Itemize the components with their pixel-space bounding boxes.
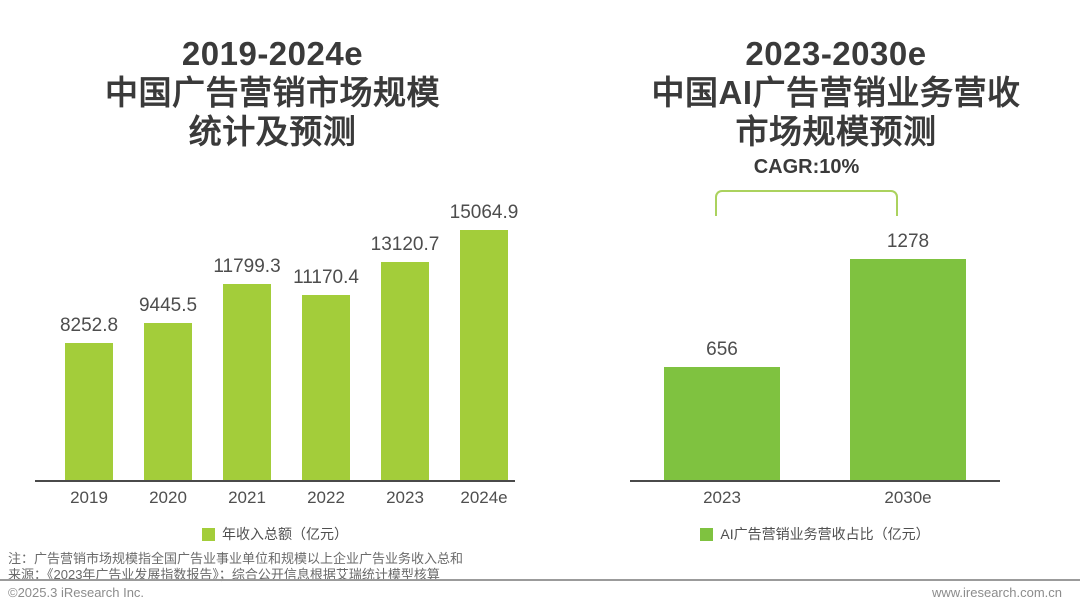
copyright-text: ©2025.3 iResearch Inc. <box>8 585 145 600</box>
bar-rect <box>223 284 271 480</box>
footer-divider <box>0 579 1080 581</box>
x-axis-left <box>35 480 515 482</box>
bar-group-2019: 8252.8 <box>60 199 118 480</box>
bar-rect <box>302 295 350 480</box>
legend-swatch-icon <box>700 527 714 541</box>
bar-value-label: 8252.8 <box>59 315 119 336</box>
legend-left: 年收入总额（亿元） <box>35 524 515 544</box>
bar-rect <box>850 259 966 480</box>
bar-rect <box>381 262 429 480</box>
bar-value-label: 9445.5 <box>138 295 198 316</box>
legend-label: 年收入总额（亿元） <box>222 526 348 542</box>
bar-value-label: 15064.9 <box>449 202 519 223</box>
cagr-bracket-icon <box>715 190 898 216</box>
bar-plot-right: 656 1278 <box>630 199 1000 480</box>
bar-group-2021: 11799.3 <box>213 199 281 480</box>
bar-group-2023: 656 <box>664 199 780 480</box>
bar-group-2023: 13120.7 <box>371 199 439 480</box>
x-axis-label: 2022 <box>307 488 345 507</box>
x-axis-labels-right: 2023 2030e <box>630 488 1000 508</box>
legend-swatch-icon <box>202 527 215 541</box>
footnote-source: 来源：《2023年广告业发展指数报告》；综合公开信息根据艾瑞统计模型核算 <box>8 567 440 582</box>
cagr-annotation: CAGR:10% <box>753 156 860 178</box>
title-line: 2019-2024e <box>181 35 364 73</box>
x-axis-label: 2020 <box>149 488 187 507</box>
x-axis-label: 2030e <box>884 488 932 507</box>
bar-value-label: 1278 <box>886 231 930 252</box>
bar-rect <box>144 323 192 480</box>
x-axis-label: 2019 <box>70 488 108 507</box>
title-line: 统计及预测 <box>188 113 357 151</box>
legend-right: AI广告营销业务营收占比（亿元） <box>630 524 1000 544</box>
x-axis-labels-left: 2019 2020 2021 2022 2023 2024e <box>35 488 515 508</box>
bar-value-label: 656 <box>706 339 738 360</box>
bar-group-2030e: 1278 <box>850 199 966 480</box>
bar-rect <box>460 230 508 480</box>
title-line: 中国广告营销市场规模 <box>105 74 440 112</box>
x-axis-right <box>630 480 1000 482</box>
bar-value-label: 13120.7 <box>370 234 440 255</box>
title-line: 市场规模预测 <box>735 113 937 151</box>
bar-plot-left: 8252.8 9445.5 11799.3 11170.4 13120.7 15064.9 <box>35 199 518 480</box>
x-axis-label: 2023 <box>703 488 741 507</box>
bar-group-2022: 11170.4 <box>293 199 359 480</box>
bar-value-label: 11799.3 <box>213 256 281 277</box>
x-axis-label: 2024e <box>460 488 508 507</box>
footnote-definition: 注：广告营销市场规模指全国广告业事业单位和规模以上企业广告业务收入总和 <box>8 551 464 566</box>
title-line: 2023-2030e <box>745 35 927 73</box>
bar-rect <box>664 367 780 480</box>
bar-group-2020: 9445.5 <box>139 199 197 480</box>
bar-value-label: 11170.4 <box>293 267 359 288</box>
x-axis-label: 2021 <box>228 488 266 507</box>
legend-label: AI广告营销业务营收占比（亿元） <box>720 526 930 542</box>
title-line: 中国AI广告营销业务营收 <box>651 74 1021 112</box>
chart-title-right: 2023-2030e 中国AI广告营销业务营收 市场规模预测 <box>620 35 1052 152</box>
x-axis-label: 2023 <box>386 488 424 507</box>
chart-title-left: 2019-2024e 中国广告营销市场规模 统计及预测 <box>30 35 515 152</box>
website-text: www.iresearch.com.cn <box>931 585 1062 600</box>
bar-group-2024e: 15064.9 <box>450 199 518 480</box>
bar-rect <box>65 343 113 480</box>
